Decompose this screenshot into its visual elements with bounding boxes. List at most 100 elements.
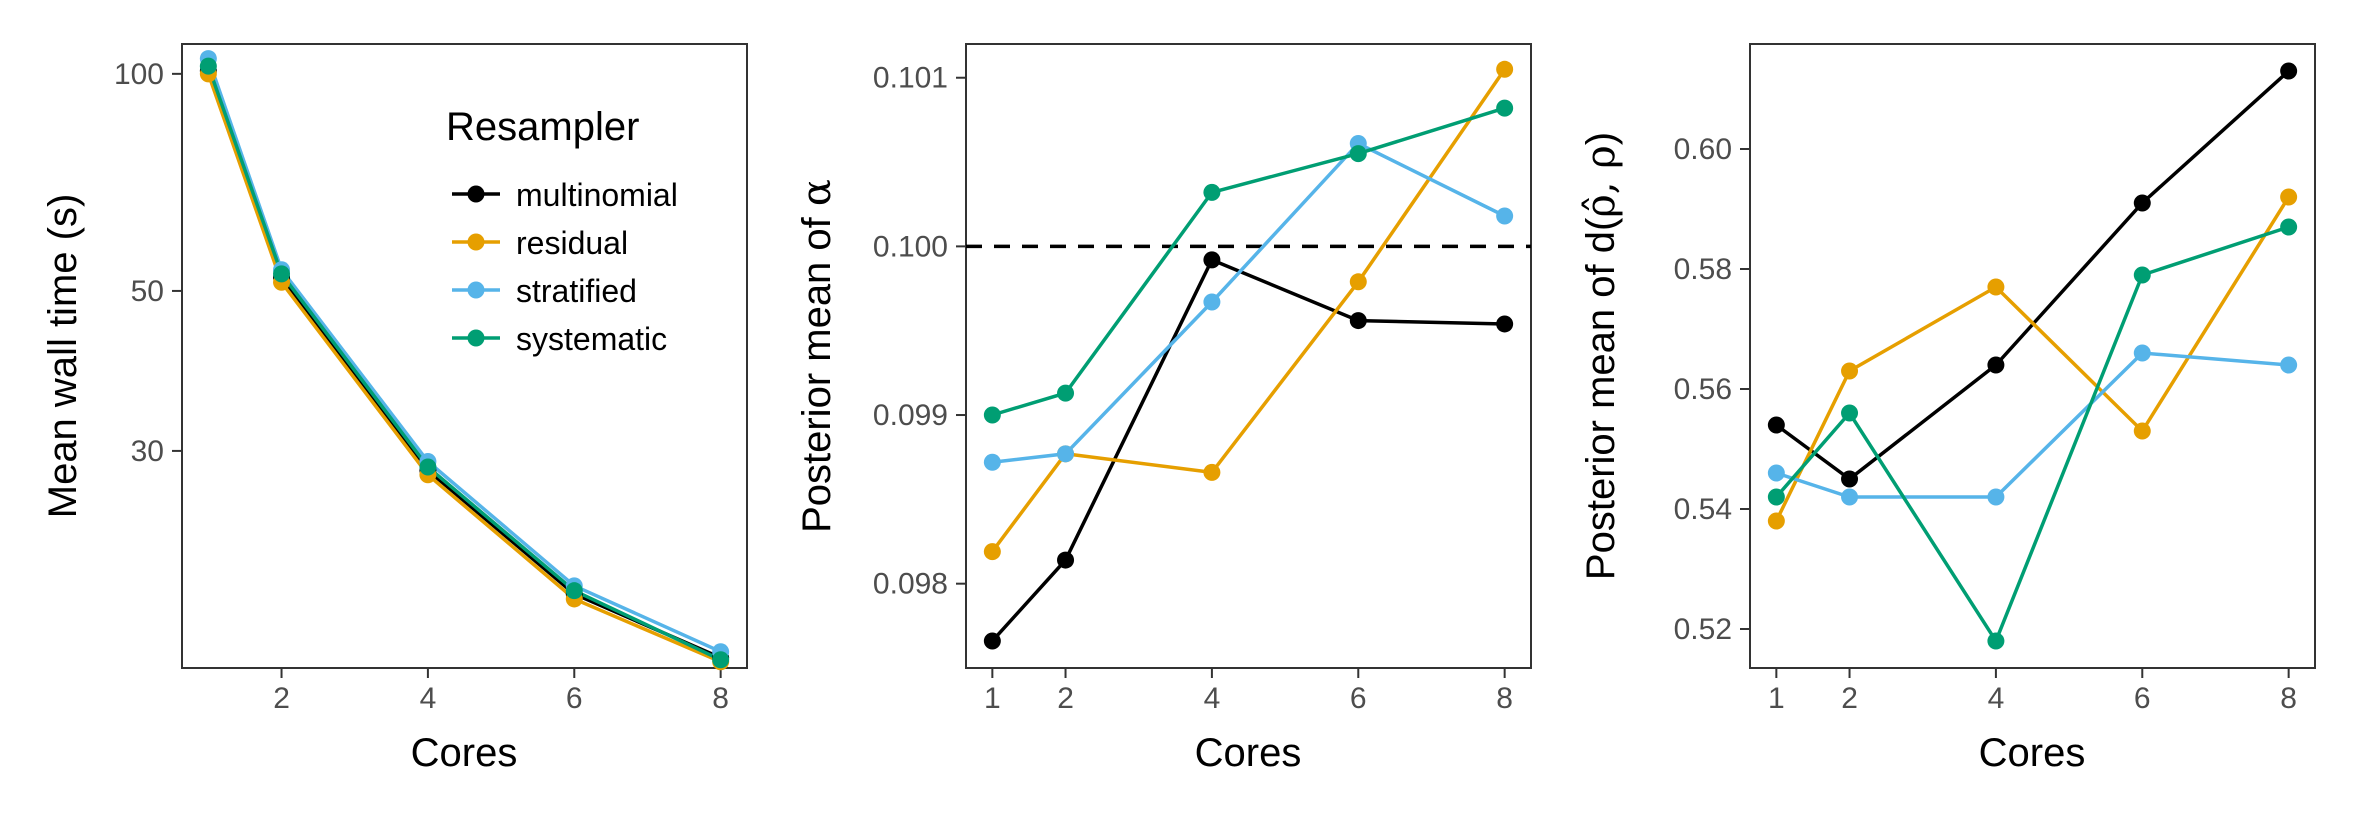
legend-key-point [467,233,485,251]
y-tick-label: 0.098 [873,568,948,601]
point-stratified [2133,344,2151,362]
point-systematic [2280,218,2298,236]
y-axis-title: Posterior mean of α [794,179,840,533]
panel-posterior-distance: Cores Posterior mean of d(ρ̂, ρ) 1 2 4 6 8 0.… [1578,43,2316,775]
point-systematic [1987,632,2005,650]
y-axis-title: Posterior mean of d(ρ̂, ρ) [1578,132,1624,580]
point-stratified [1987,488,2005,506]
point-multinomial [1203,251,1221,269]
point-residual [1203,463,1221,481]
legend-title: Resampler [446,105,639,149]
series-line-residual [206,73,722,664]
legend-entry-systematic: systematic [452,321,667,357]
point-systematic [1349,145,1367,163]
point-multinomial [2280,62,2298,80]
point-multinomial [1841,470,1859,488]
point-multinomial [983,632,1001,650]
y-tick-label: 100 [114,58,164,91]
series-line-residual [990,68,1507,553]
point-residual [2280,188,2298,206]
legend: Resampler multinomial residual stratifie… [446,105,678,357]
point-systematic [273,265,291,283]
x-tick-label: 4 [1204,682,1221,715]
y-tick-label: 0.101 [873,62,948,95]
y-axis-title-text: Posterior mean of d( [1579,217,1623,580]
point-stratified [1841,488,1859,506]
point-systematic [712,651,730,669]
y-tick-label: 0.52 [1674,613,1732,646]
legend-entry-multinomial: multinomial [452,177,678,213]
series-line-systematic [206,65,722,662]
y-tick-label: 0.58 [1674,253,1732,286]
point-systematic [1767,488,1785,506]
panel-border [965,43,1532,669]
point-systematic [1496,99,1514,117]
x-tick-label: 8 [1496,682,1513,715]
y-tick-label: 30 [131,435,164,468]
x-tick-label: 4 [1988,682,2005,715]
y-axis-title-suffix: ) [1579,132,1623,145]
point-residual [1767,512,1785,530]
legend-entry-residual: residual [452,225,628,261]
point-residual [2133,422,2151,440]
x-axis-title: Cores [1979,731,2086,775]
point-stratified [1496,207,1514,225]
series-line-stratified [992,141,1506,464]
x-tick-label: 8 [712,682,729,715]
legend-label-multinomial: multinomial [516,177,678,213]
x-tick-label: 1 [1768,682,1785,715]
legend-key-point [467,281,485,299]
series-line-multinomial [206,70,722,660]
x-tick-label: 6 [566,682,583,715]
point-stratified [2280,356,2298,374]
y-tick-label: 0.56 [1674,373,1732,406]
point-residual [983,543,1001,561]
panel-border [1749,43,2316,669]
x-axis-title: Cores [411,731,518,775]
point-systematic [1203,183,1221,201]
y-tick-label: 0.100 [873,230,948,263]
point-residual [1987,278,2005,296]
legend-label-stratified: stratified [516,273,637,309]
point-stratified [1057,445,1075,463]
y-tick-label: 0.54 [1674,493,1732,526]
y-axis-title-symbol: ρ̂, ρ [1578,145,1624,217]
point-systematic [983,406,1001,424]
legend-key-point [467,185,485,203]
point-systematic [419,458,437,476]
panel-posterior-alpha: Cores Posterior mean of α 1 2 4 6 8 0.098 0.09… [794,43,1532,775]
y-axis-title: Mean wall time (s) [41,194,85,519]
point-stratified [983,453,1001,471]
point-residual [1349,273,1367,291]
x-tick-label: 6 [2134,682,2151,715]
x-tick-label: 8 [2280,682,2297,715]
y-axis-title-symbol: α [794,179,840,206]
legend-label-systematic: systematic [516,321,667,357]
point-multinomial [2133,194,2151,212]
point-multinomial [1496,315,1514,333]
series-line-systematic [1774,225,2290,645]
point-multinomial [1057,551,1075,569]
x-tick-label: 1 [984,682,1001,715]
point-stratified [1767,464,1785,482]
point-systematic [1057,384,1075,402]
point-systematic [199,57,217,75]
y-tick-label: 0.099 [873,399,948,432]
point-multinomial [1767,416,1785,434]
legend-entry-stratified: stratified [452,273,637,309]
x-tick-label: 4 [420,682,437,715]
x-tick-label: 2 [1057,682,1074,715]
point-residual [1841,362,1859,380]
point-systematic [2133,266,2151,284]
point-multinomial [1987,356,2005,374]
x-tick-label: 2 [273,682,290,715]
panel-border [181,43,748,669]
panel-wall-time: Cores Mean wall time (s) 2 4 6 8 30 50 100 Res… [41,43,748,775]
x-axis-title: Cores [1195,731,1302,775]
x-tick-label: 6 [1350,682,1367,715]
point-stratified [1203,293,1221,311]
legend-label-residual: residual [516,225,628,261]
point-multinomial [1349,312,1367,330]
y-tick-label: 50 [131,275,164,308]
